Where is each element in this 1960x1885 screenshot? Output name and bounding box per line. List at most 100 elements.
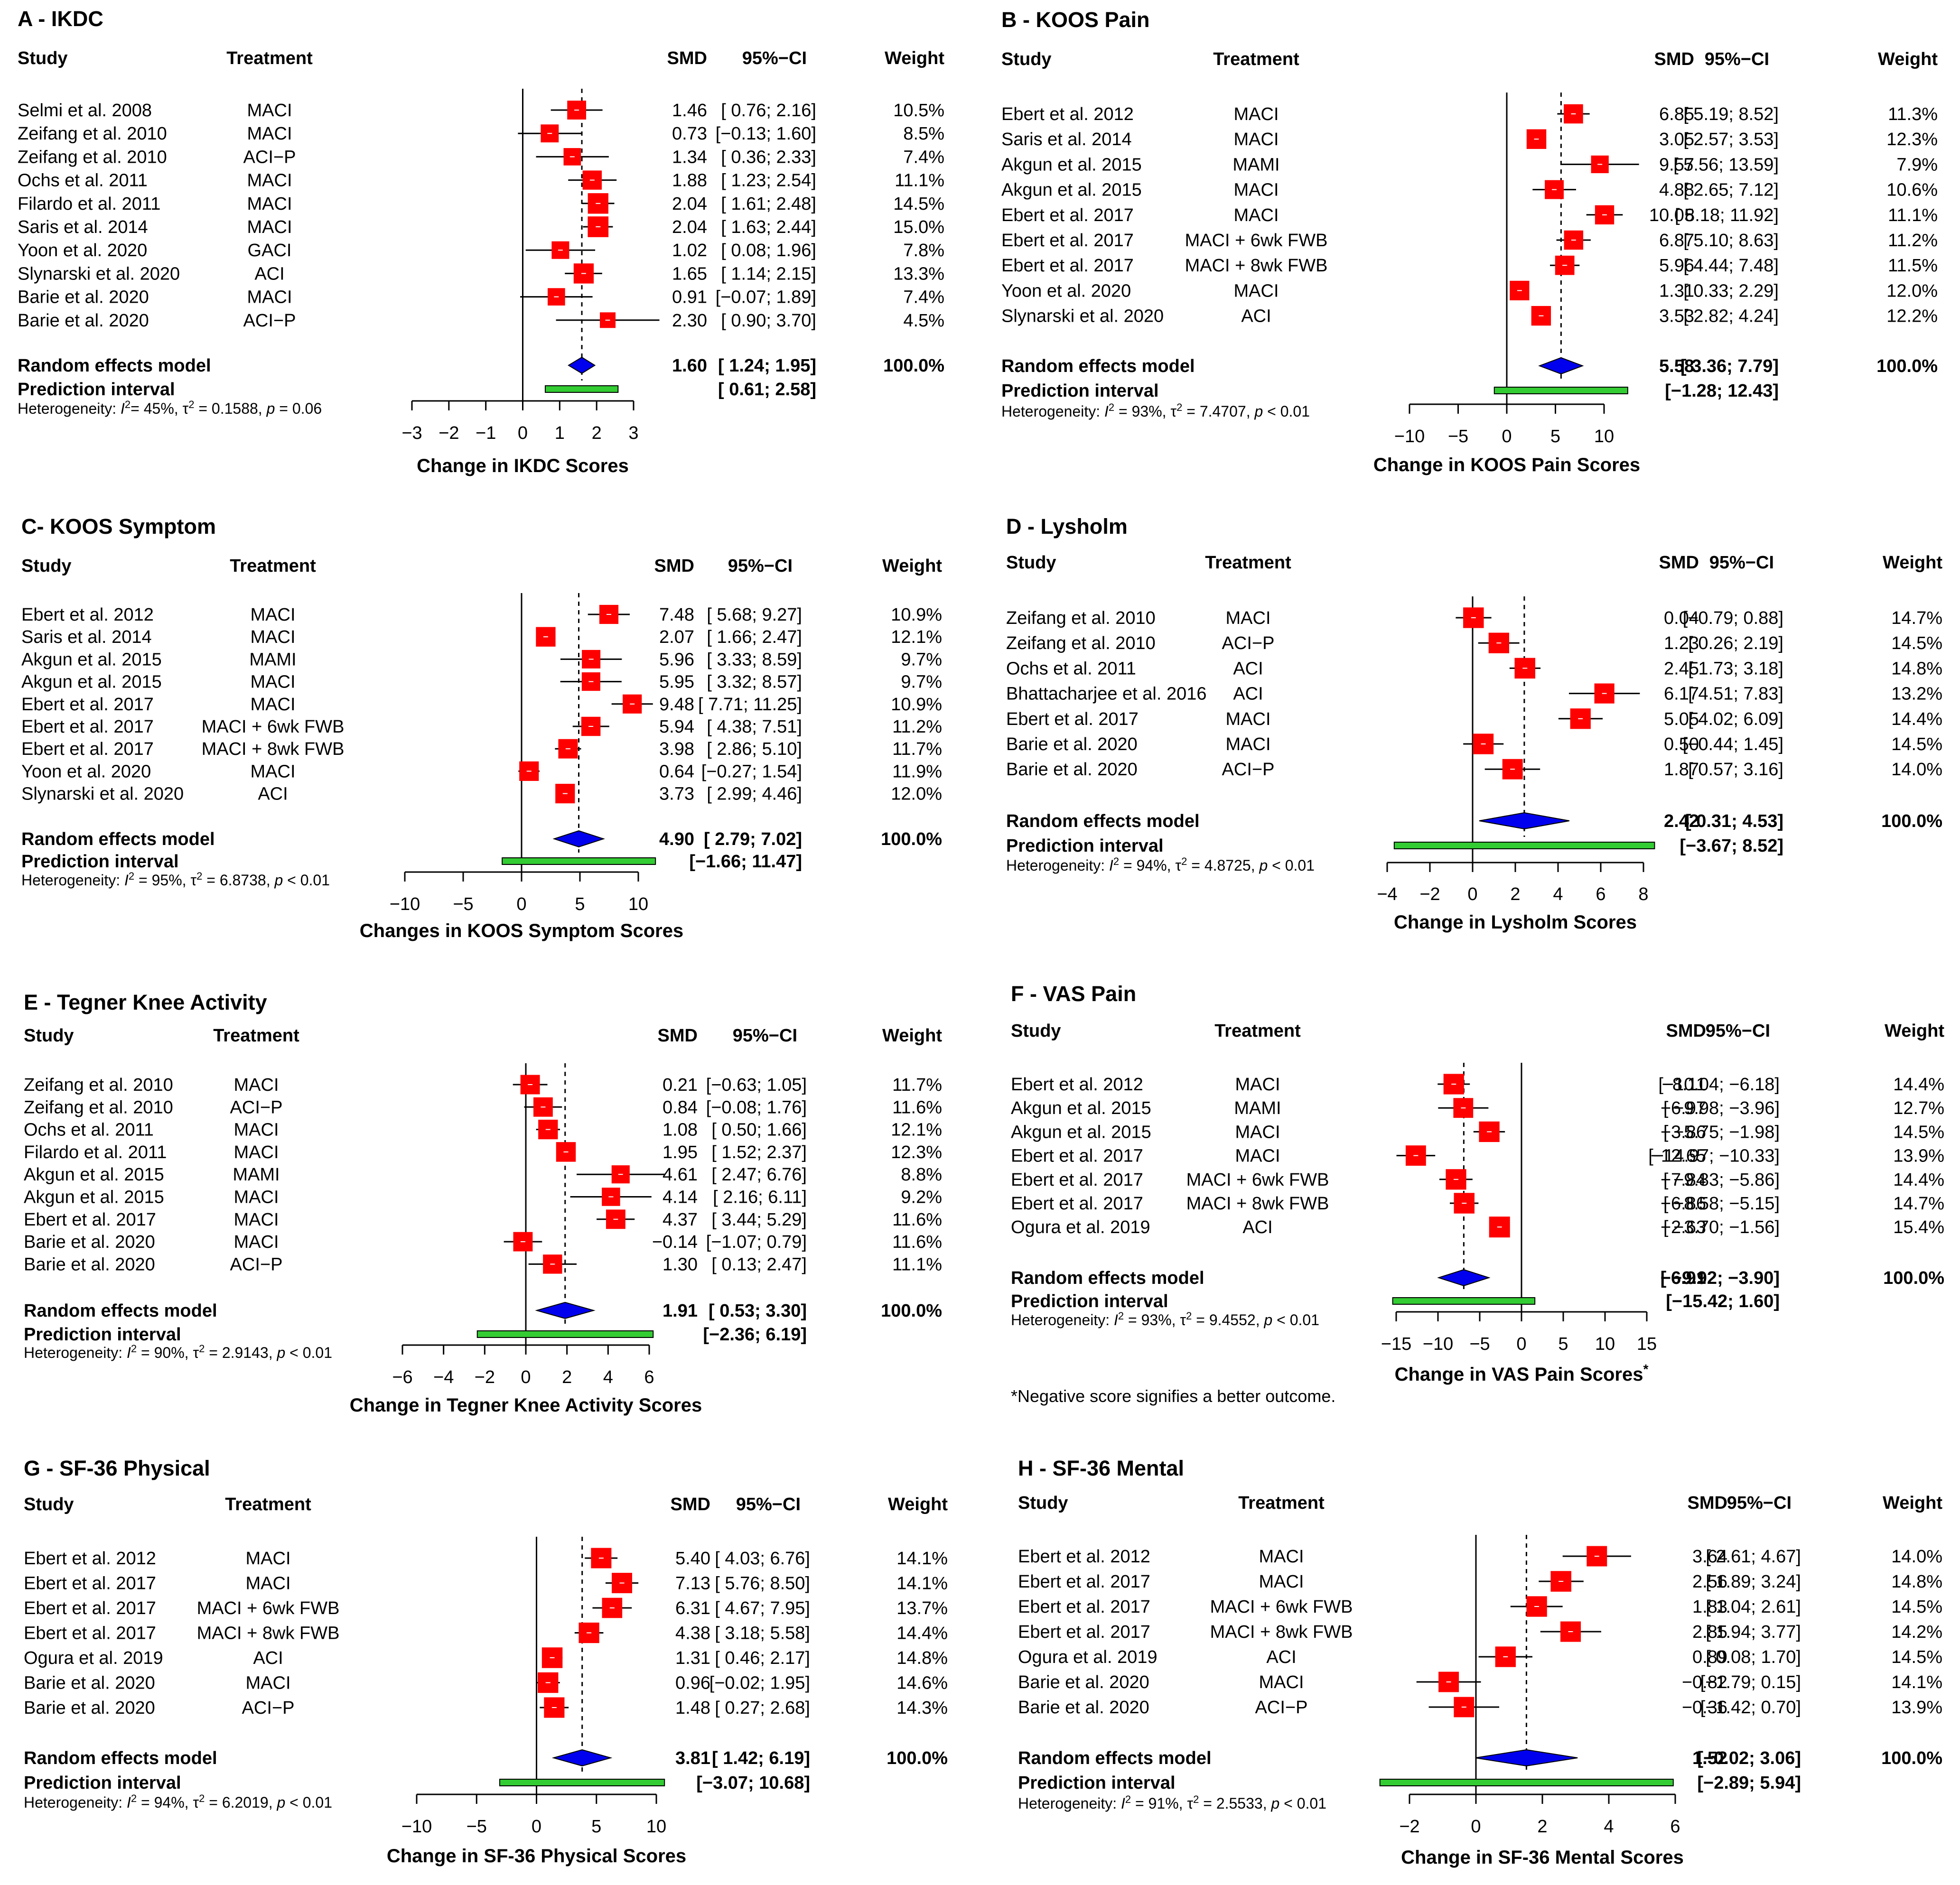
column-header: Weight (888, 1495, 948, 1514)
weight-value: 9.7% (901, 650, 942, 669)
smd-value: 1.34 (672, 147, 707, 167)
weight-value: 8.5% (903, 124, 944, 144)
ci-value: [ 1.61; 2.48] (721, 194, 816, 214)
ci-value: [−0.27; 1.54] (701, 761, 802, 781)
pooled-smd: 2.42 (1664, 811, 1699, 831)
study-label: Akgun et al. 2015 (1001, 155, 1142, 175)
weight-value: 9.2% (901, 1188, 942, 1207)
weight-value: 14.6% (896, 1673, 948, 1693)
study-label: Ochs et al. 2011 (1006, 659, 1136, 678)
study-label: Slynarski et al. 2020 (21, 784, 184, 804)
smd-value: 4.61 (663, 1165, 698, 1185)
x-tick-label: 6 (1596, 884, 1605, 904)
heterogeneity-text: Heterogeneity: I2= 45%, τ2 = 0.1588, p =… (18, 399, 322, 418)
x-tick-label: −10 (1394, 427, 1425, 446)
pooled-ci: [ 3.36; 7.79] (1680, 356, 1779, 376)
ci-value: [ 1.23; 2.54] (721, 171, 816, 191)
study-label: Barie et al. 2020 (24, 1232, 155, 1252)
column-header: Weight (1878, 49, 1938, 69)
study-label: Filardo et al. 2011 (24, 1142, 167, 1162)
smd-value: 4.37 (663, 1210, 698, 1230)
treatment-label: MACI + 6wk FWB (1186, 1170, 1329, 1190)
treatment-label: MACI (251, 627, 296, 647)
prediction-ci: [−2.36; 6.19] (703, 1325, 807, 1345)
study-label: Zeifang et al. 2010 (24, 1075, 173, 1095)
x-tick-label: 0 (521, 1367, 531, 1387)
treatment-label: ACI (253, 1648, 283, 1668)
weight-value: 14.2% (1891, 1622, 1942, 1642)
weight-value: 10.6% (1886, 180, 1938, 200)
smd-value: 4.38 (675, 1624, 710, 1644)
smd-value: 5.94 (659, 717, 694, 737)
weight-value: 4.5% (903, 311, 944, 331)
x-tick-label: 4 (1553, 884, 1563, 904)
x-tick-label: 1 (555, 423, 565, 443)
smd-value: 2.85 (1692, 1622, 1727, 1642)
prediction-bar (1493, 387, 1628, 394)
study-label: Ebert et al. 2017 (24, 1624, 156, 1644)
study-label: Slynarski et al. 2020 (18, 264, 180, 284)
weight-value: 7.4% (903, 147, 944, 167)
study-label: Ebert et al. 2012 (1018, 1547, 1150, 1567)
pooled-diamond (1437, 1269, 1491, 1287)
panel-title: F - VAS Pain (1011, 982, 1136, 1006)
smd-value: 1.31 (675, 1648, 710, 1668)
weight-value: 15.4% (1893, 1217, 1944, 1237)
smd-value: 3.98 (659, 739, 694, 759)
forest-panel-b: B - KOOS Pain Study Treatment SMD 95%−CI Weig… (1001, 8, 1938, 475)
weight-value: 14.1% (896, 1549, 948, 1569)
smd-value: 5.96 (659, 650, 694, 669)
smd-value: 6.87 (1659, 231, 1694, 251)
pooled-ci: [−0.02; 3.06] (1697, 1748, 1801, 1768)
column-header: 95%−CI (742, 48, 807, 68)
forest-panel-d: D - Lysholm Study Treatment SMD 95%−CI Weight… (1006, 514, 1942, 933)
x-tick-label: 8 (1638, 884, 1648, 904)
treatment-label: MACI (1234, 180, 1279, 200)
prediction-label: Prediction interval (1018, 1773, 1176, 1793)
panel-title: G - SF-36 Physical (24, 1456, 210, 1480)
treatment-label: MACI (247, 171, 292, 191)
pooled-smd: 3.81 (675, 1748, 710, 1768)
ci-value: [−0.63; 1.05] (706, 1075, 807, 1095)
panel-title: C- KOOS Symptom (21, 514, 216, 539)
study-label: Ebert et al. 2017 (1018, 1572, 1150, 1592)
weight-value: 14.8% (1891, 1572, 1942, 1592)
weight-value: 14.4% (1891, 709, 1942, 729)
x-tick-label: −15 (1381, 1334, 1411, 1354)
prediction-bar (476, 1330, 654, 1338)
treatment-label: MACI + 8wk FWB (1185, 256, 1328, 276)
weight-value: 14.0% (1891, 760, 1942, 780)
column-header: Treatment (1205, 553, 1291, 573)
x-axis-label: Change in SF-36 Mental Scores (1401, 1847, 1684, 1868)
column-header: Study (24, 1026, 74, 1046)
ci-value: [ 0.33; 2.29] (1683, 281, 1779, 301)
heterogeneity-text: Heterogeneity: I2 = 93%, τ2 = 9.4552, p … (1011, 1310, 1319, 1329)
x-tick-label: 0 (1516, 1334, 1526, 1354)
weight-value: 14.0% (1891, 1547, 1942, 1567)
weight-value: 14.7% (1893, 1194, 1944, 1214)
prediction-ci: [−15.42; 1.60] (1666, 1291, 1780, 1311)
column-header: Weight (1883, 1493, 1942, 1513)
x-tick-label: −3 (401, 423, 422, 443)
treatment-label: MACI (234, 1232, 279, 1252)
column-header: 95%−CI (736, 1495, 801, 1514)
column-header: SMD (1666, 1021, 1706, 1041)
smd-value: 3.05 (1659, 130, 1694, 149)
column-header: SMD (667, 48, 707, 68)
study-label: Ogura et al. 2019 (1011, 1217, 1150, 1237)
forest-panel-c: C- KOOS Symptom Study Treatment SMD 95%−CI We… (21, 514, 942, 941)
study-label: Zeifang et al. 2010 (18, 147, 167, 167)
x-tick-label: 2 (592, 423, 602, 443)
ci-value: [ 4.03; 6.76] (715, 1549, 810, 1569)
smd-value: −7.84 (1661, 1170, 1706, 1190)
column-header: Weight (1883, 553, 1942, 573)
ci-value: [ 0.50; 1.66] (711, 1120, 807, 1140)
pooled-weight: 100.0% (1876, 356, 1938, 376)
study-label: Akgun et al. 2015 (1011, 1122, 1151, 1142)
treatment-label: ACI−P (230, 1254, 283, 1274)
treatment-label: MACI (247, 124, 292, 144)
smd-value: 1.02 (672, 241, 707, 260)
study-label: Barie et al. 2020 (18, 288, 149, 307)
prediction-ci: [ 0.61; 2.58] (718, 380, 816, 399)
